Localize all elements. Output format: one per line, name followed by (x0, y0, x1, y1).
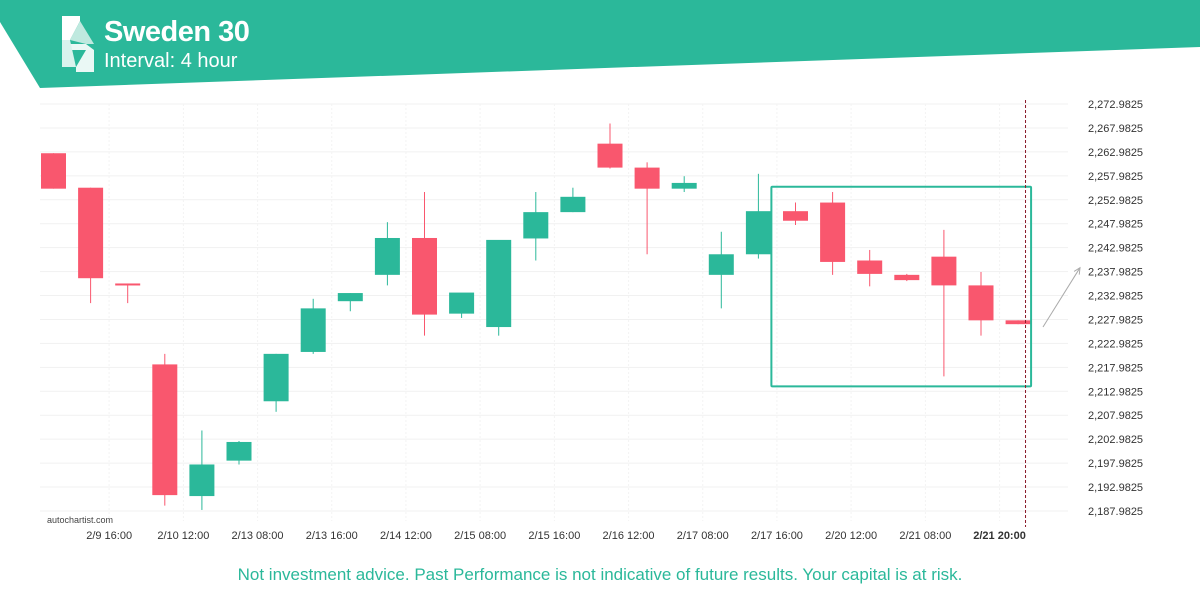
x-tick-label: 2/14 12:00 (380, 530, 432, 542)
interval-subtitle: Interval: 4 hour (104, 50, 238, 72)
y-tick-label: 2,207.9825 (1088, 410, 1143, 422)
candle-down (968, 285, 994, 321)
y-tick-label: 2,252.9825 (1088, 195, 1143, 207)
pattern-box (770, 185, 1033, 388)
banner-background (0, 0, 1200, 88)
y-tick-label: 2,257.9825 (1088, 171, 1143, 183)
y-tick-label: 2,212.9825 (1088, 386, 1143, 398)
x-tick-label: 2/16 12:00 (603, 530, 655, 542)
candle-up (374, 237, 400, 275)
candle-down (412, 237, 437, 315)
candle-up (671, 182, 697, 189)
x-tick-label: 2/13 08:00 (232, 530, 284, 542)
candle-down (857, 260, 883, 274)
candle-down (820, 202, 846, 262)
x-tick-label: 2/17 08:00 (677, 530, 729, 542)
y-tick-label: 2,222.9825 (1088, 338, 1143, 350)
y-tick-label: 2,217.9825 (1088, 362, 1143, 374)
candle-down (115, 283, 141, 286)
candle-up (486, 239, 512, 328)
y-tick-label: 2,192.9825 (1088, 482, 1143, 494)
x-tick-label: 2/15 16:00 (528, 530, 580, 542)
x-tick-label: 2/13 16:00 (306, 530, 358, 542)
candle-up (560, 196, 586, 213)
forecast-arrow-head (1073, 266, 1081, 275)
candle-up (708, 254, 734, 275)
autochartist-logo (62, 16, 94, 72)
y-tick-label: 2,242.9825 (1088, 243, 1143, 255)
candle-down (78, 187, 104, 279)
candle-up (337, 293, 363, 302)
y-tick-label: 2,262.9825 (1088, 147, 1143, 159)
y-tick-label: 2,272.9825 (1088, 99, 1143, 111)
watermark: autochartist.com (47, 515, 114, 525)
candle-down (783, 211, 808, 221)
candle-down (597, 143, 623, 168)
x-tick-label: 2/9 16:00 (86, 530, 132, 542)
x-tick-label: 2/21 20:00 (973, 530, 1026, 542)
candle-up (449, 292, 475, 314)
candle-up (263, 353, 289, 402)
candle-up (523, 212, 549, 239)
y-tick-label: 2,247.9825 (1088, 219, 1143, 231)
x-tick-label: 2/21 08:00 (899, 530, 951, 542)
candle-down (152, 364, 178, 496)
candle-down (41, 153, 66, 189)
disclaimer-text: Not investment advice. Past Performance … (237, 565, 963, 584)
candle-down (894, 274, 920, 281)
candle-down (634, 167, 660, 189)
y-tick-label: 2,237.9825 (1088, 267, 1143, 279)
page-title: Sweden 30 (104, 16, 250, 48)
x-tick-label: 2/15 08:00 (454, 530, 506, 542)
forecast-arrow-line (1042, 267, 1081, 328)
y-tick-label: 2,187.9825 (1088, 506, 1143, 518)
x-tick-label: 2/17 16:00 (751, 530, 803, 542)
header-banner (0, 0, 1200, 88)
candle-up (189, 464, 215, 497)
x-tick-label: 2/20 12:00 (825, 530, 877, 542)
candle-up (300, 308, 326, 352)
y-tick-label: 2,197.9825 (1088, 458, 1143, 470)
y-tick-label: 2,227.9825 (1088, 314, 1143, 326)
candle-down (1005, 320, 1031, 325)
candle-up (226, 441, 252, 461)
y-tick-label: 2,232.9825 (1088, 291, 1143, 303)
candle-up (745, 211, 771, 255)
y-tick-label: 2,267.9825 (1088, 123, 1143, 135)
candle-down (931, 256, 957, 286)
candlestick-chart: 2,272.9825 2,267.9825 2,262.9825 2,257.9825… (40, 99, 1143, 542)
y-tick-label: 2,202.9825 (1088, 434, 1143, 446)
x-tick-label: 2/10 12:00 (157, 530, 209, 542)
